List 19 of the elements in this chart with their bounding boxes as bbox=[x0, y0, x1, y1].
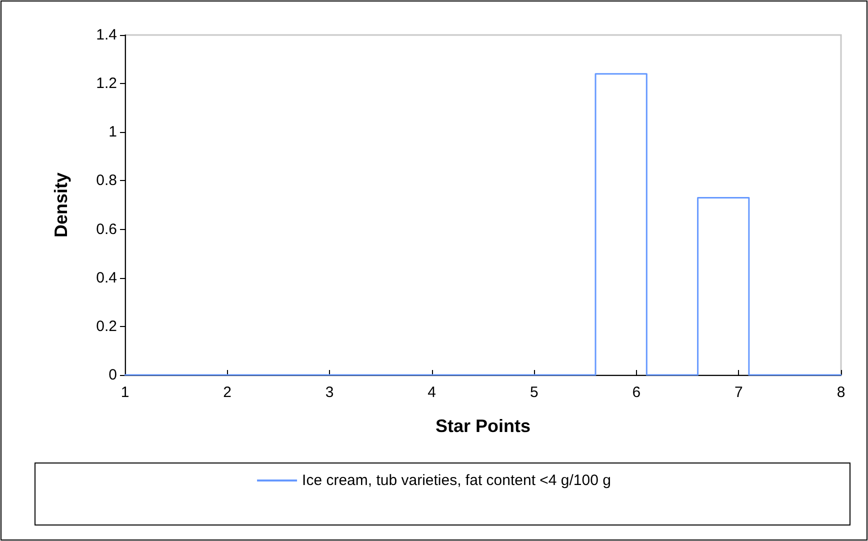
legend-label: Ice cream, tub varieties, fat content <4 g/100 g bbox=[302, 472, 611, 489]
x-axis-title: Star Points bbox=[435, 416, 531, 436]
y-tick-label: 1.2 bbox=[96, 75, 117, 92]
y-tick-label: 1 bbox=[108, 124, 117, 141]
x-tick-label: 1 bbox=[120, 384, 130, 401]
y-tick-label: 0.6 bbox=[96, 220, 117, 238]
y-tick-label: 0 bbox=[108, 366, 117, 384]
x-tick-label: 4 bbox=[428, 384, 436, 401]
x-tick-label: 7 bbox=[734, 384, 743, 401]
y-tick-label: 0.8 bbox=[96, 172, 117, 190]
x-tick-label: 8 bbox=[836, 384, 846, 401]
x-tick-label: 2 bbox=[223, 384, 232, 401]
x-tick-label: 5 bbox=[530, 384, 538, 401]
y-tick-label: 0.2 bbox=[96, 318, 117, 335]
x-tick-label: 3 bbox=[325, 384, 334, 401]
x-tick-label: 6 bbox=[632, 384, 641, 401]
y-axis-title: Density bbox=[51, 172, 71, 238]
y-tick-label: 0.4 bbox=[96, 269, 117, 286]
y-tick-label: 1.4 bbox=[96, 26, 117, 44]
